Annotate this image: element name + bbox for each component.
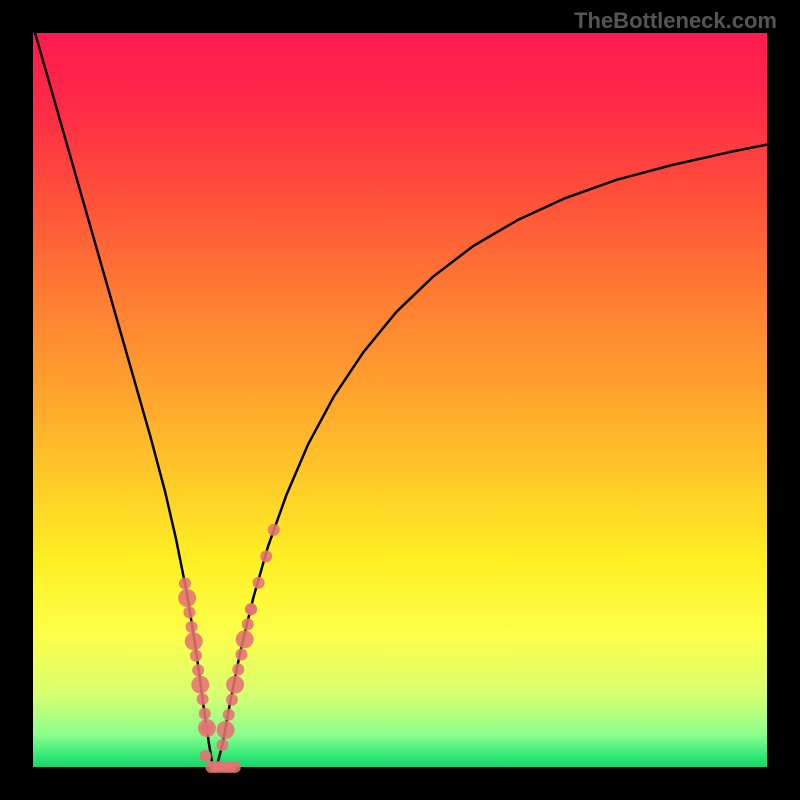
marker-dot [199,708,211,720]
marker-dot [191,676,209,694]
marker-dot [223,709,235,721]
marker-dot [178,589,196,607]
marker-dot [268,524,280,536]
marker-dot [216,739,228,751]
watermark-text: TheBottleneck.com [574,8,777,33]
marker-dot [235,648,247,660]
marker-dot [226,676,244,694]
marker-dot [226,694,238,706]
marker-dot [190,650,202,662]
marker-dot [232,664,244,676]
marker-dot [245,603,257,615]
plot-background [33,33,767,767]
marker-dot [229,761,241,773]
marker-dot [185,632,203,650]
marker-dot [253,577,265,589]
marker-dot [192,664,204,676]
marker-dot [236,630,254,648]
marker-dot [217,721,235,739]
marker-dot [179,578,191,590]
marker-dot [183,606,195,618]
marker-dot [186,621,198,633]
marker-dot [242,618,254,630]
marker-dot [260,550,272,562]
marker-dot [197,693,209,705]
marker-dot [199,750,211,762]
marker-dot [201,722,213,734]
